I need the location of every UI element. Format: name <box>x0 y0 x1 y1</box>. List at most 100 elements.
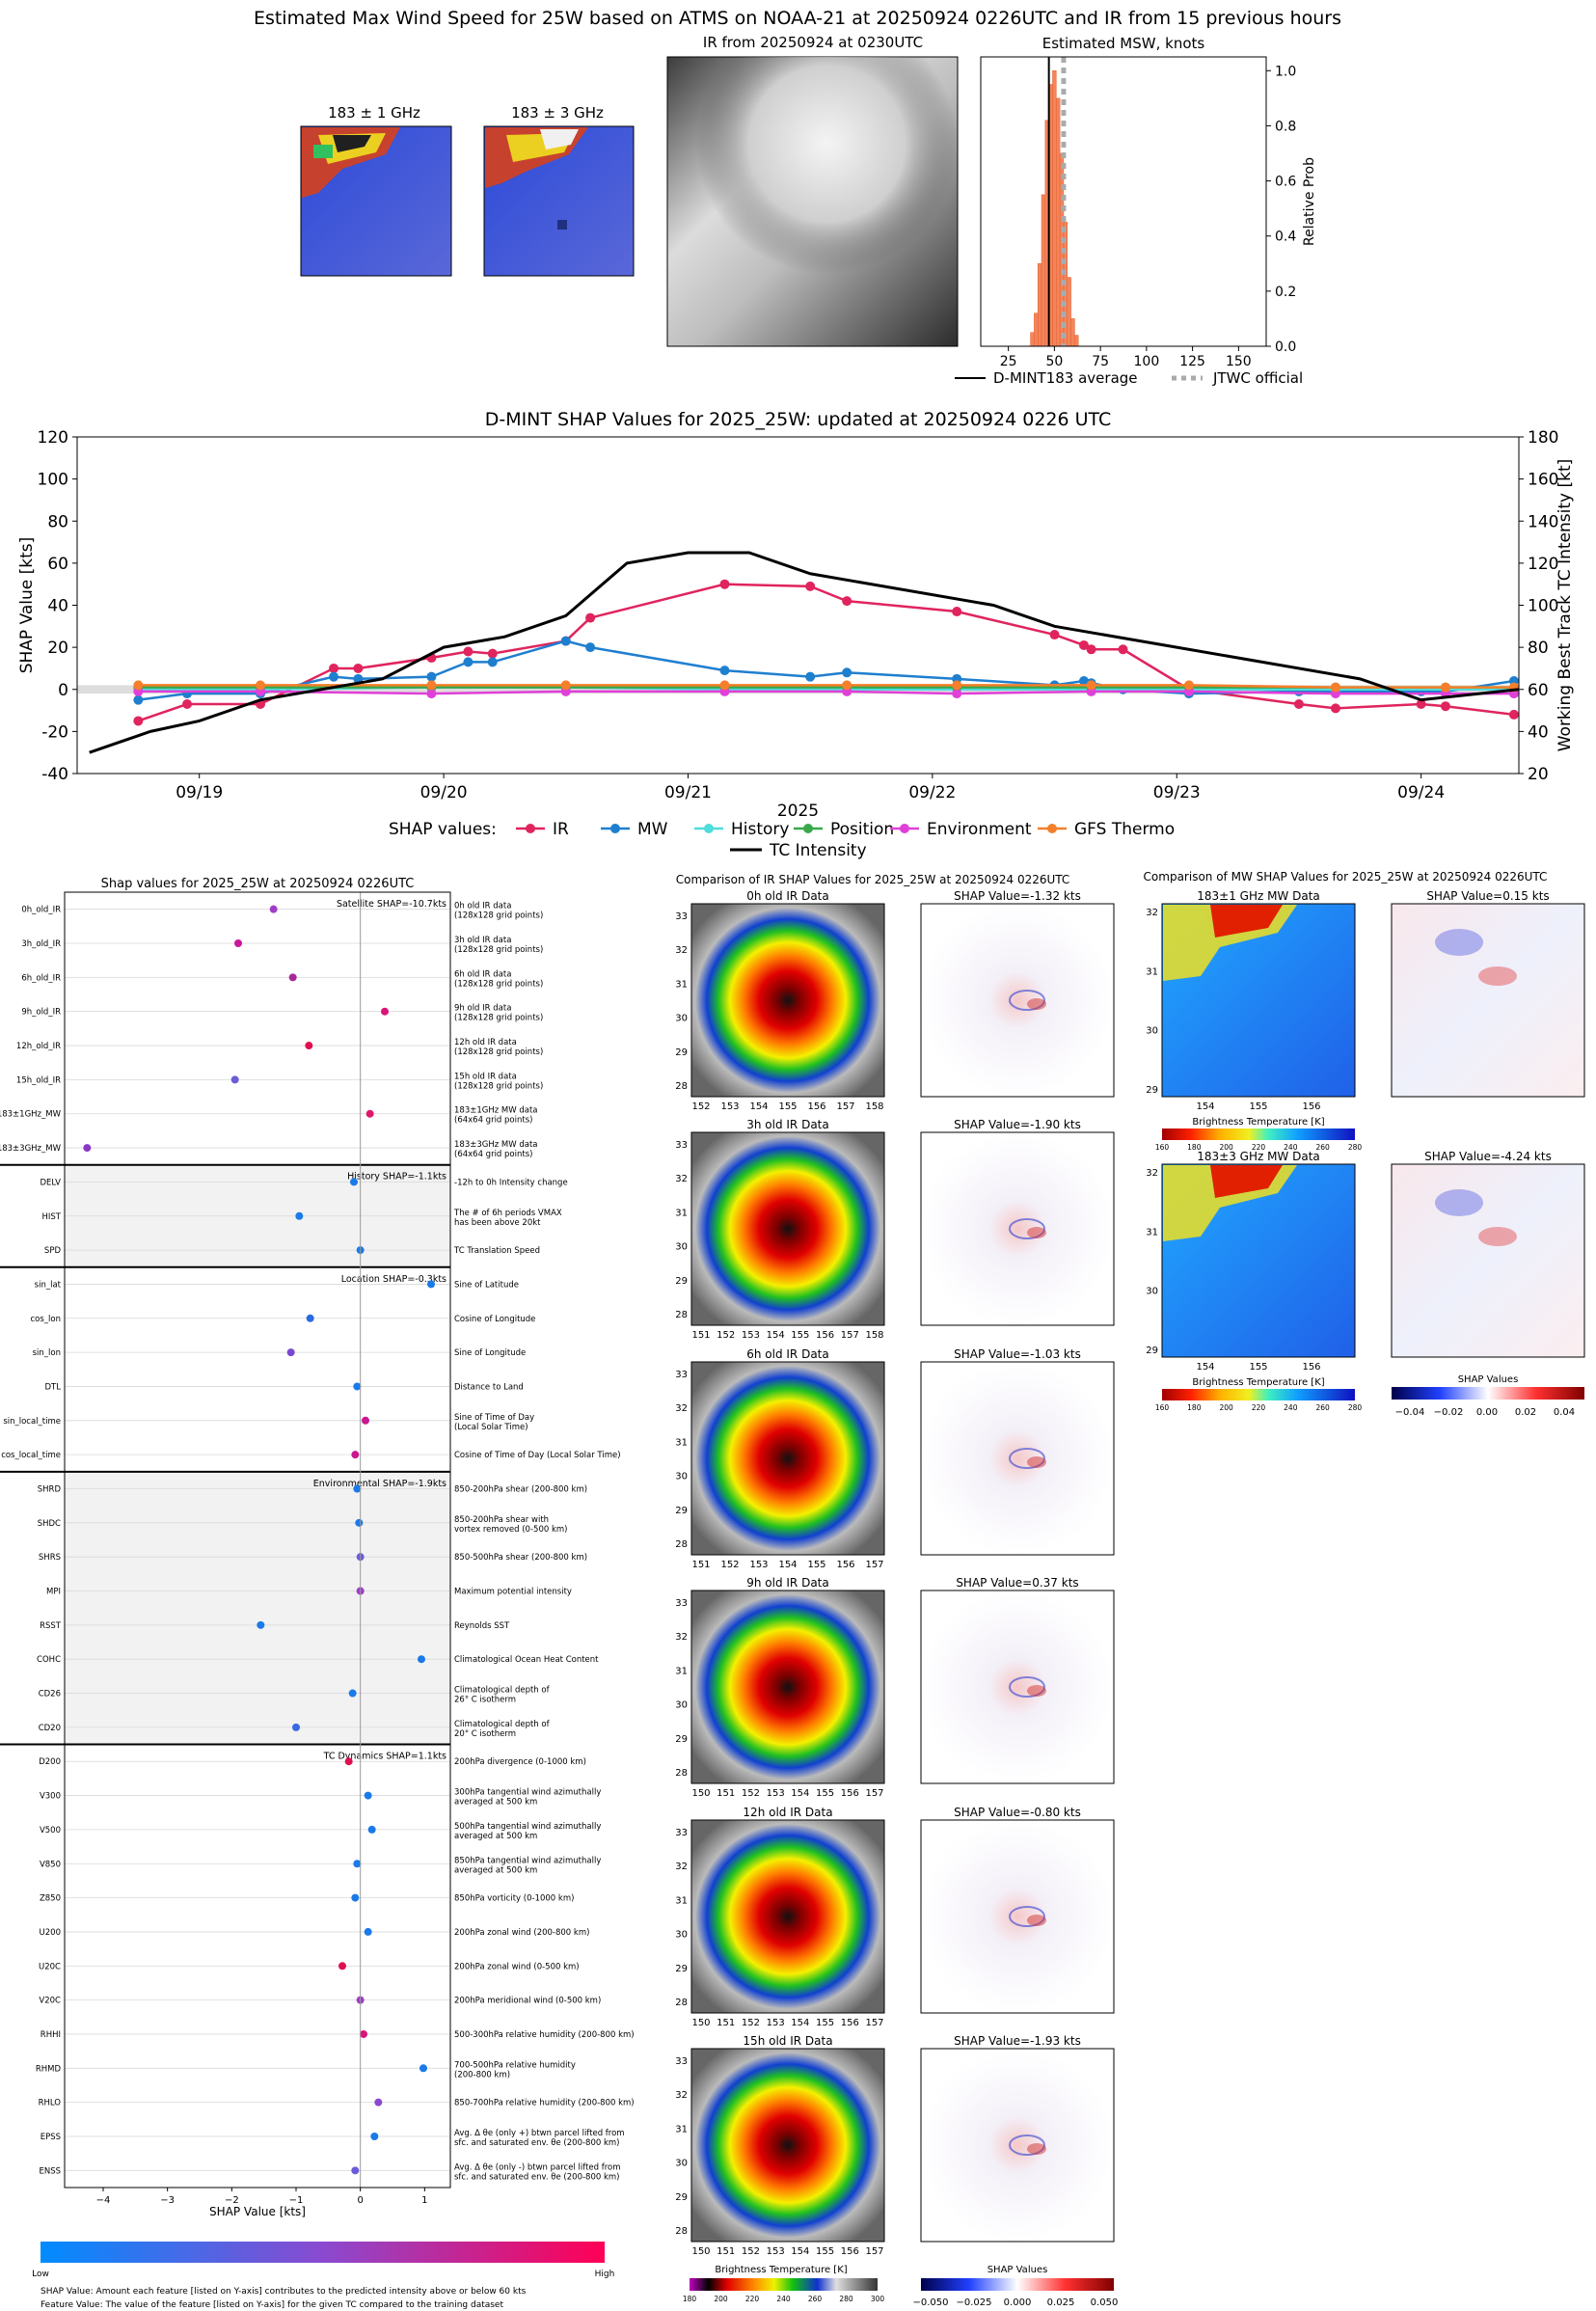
shap-panel-title: Shap values for 2025_25W at 20250924 022… <box>101 877 415 891</box>
feature-desc: 200hPa zonal wind (200-800 km) <box>454 1928 589 1938</box>
ir-xtick-label: 153 <box>742 1330 760 1341</box>
feature-desc: sfc. and saturated env. θe (200-800 km) <box>454 2172 620 2182</box>
feature-desc: Cosine of Longitude <box>454 1315 535 1324</box>
feature-shap-dot <box>351 2166 360 2175</box>
feature-name: 9h_old_IR <box>21 1008 61 1018</box>
feature-name: DTL <box>45 1382 62 1392</box>
ir-data-title: 15h old IR Data <box>743 2034 832 2048</box>
feature-desc: 6h old IR data <box>454 969 511 979</box>
feature-desc: Sine of Time of Day <box>454 1413 534 1423</box>
series-point-mw <box>585 642 596 653</box>
feature-desc: 15h old IR data <box>454 1072 517 1081</box>
ir-ytick-label: 30 <box>675 1014 688 1024</box>
histogram-bar <box>1030 332 1035 347</box>
series-point-mw <box>805 671 816 682</box>
mw-bt-tick: 180 <box>1187 1143 1202 1152</box>
ir-ytick-label: 32 <box>675 1403 688 1414</box>
ir-ytick-label: 29 <box>675 1734 688 1745</box>
ir-shap-feature <box>1027 998 1046 1010</box>
feature-name: cos_local_time <box>1 1451 61 1460</box>
mw-data-title: 183±1 GHz MW Data <box>1197 889 1320 903</box>
series-point-ir <box>1416 699 1426 710</box>
shap-xtick-label: 1 <box>421 2195 427 2206</box>
feature-desc: 183±3GHz MW data <box>454 1140 537 1150</box>
feature-desc: Distance to Land <box>454 1382 524 1392</box>
ir-bt-tick: 260 <box>808 2295 823 2303</box>
left-ytick-label: -20 <box>41 722 68 742</box>
legend-marker <box>526 824 535 833</box>
feature-name: 0h_old_IR <box>21 906 61 915</box>
ir-xtick-label: 157 <box>865 2246 883 2257</box>
date-xtick-label: 09/23 <box>1153 783 1201 802</box>
histogram-frame <box>980 56 1267 347</box>
feature-desc: Avg. Δ θe (only +) btwn parcel lifted fr… <box>454 2129 625 2138</box>
feature-desc: 3h old IR data <box>454 936 511 945</box>
ir-shap-image <box>920 1819 1115 2014</box>
histogram-bar <box>1041 194 1046 347</box>
feature-desc: Avg. Δ θe (only -) btwn parcel lifted fr… <box>454 2162 621 2172</box>
ir-data-image <box>690 1361 885 1556</box>
date-xtick-label: 09/19 <box>176 783 223 802</box>
feature-desc: 850-200hPa shear with <box>454 1515 549 1525</box>
right-ytick-label: 140 <box>1528 512 1558 531</box>
shap-xtick-label: −3 <box>160 2195 175 2206</box>
feature-desc: has been above 20kt <box>454 1218 541 1228</box>
ir-shap-tick: 0.025 <box>1047 2297 1075 2308</box>
feature-name: RHMD <box>36 2064 62 2074</box>
mw-bt-tick: 280 <box>1348 1143 1363 1152</box>
ir-ytick-label: 30 <box>675 1930 688 1941</box>
histogram-xtick-label: 25 <box>1000 354 1017 369</box>
feature-desc: Reynolds SST <box>454 1621 510 1631</box>
feature-desc: vortex removed (0-500 km) <box>454 1525 567 1535</box>
feature-name: V20C <box>39 1997 61 2006</box>
ir-xtick-label: 156 <box>841 2246 859 2257</box>
ir-ytick-label: 33 <box>675 1598 688 1609</box>
ir-ytick-label: 28 <box>675 1998 688 2008</box>
mw-ytick-label: 30 <box>1146 1287 1158 1297</box>
left-ytick-label: 80 <box>47 512 68 531</box>
series-point-ir <box>1440 701 1450 712</box>
histogram-ylabel: Relative Prob <box>1302 157 1317 246</box>
histogram-bar <box>1074 335 1079 347</box>
ir-thumbnail <box>666 56 959 347</box>
feature-desc: Climatological depth of <box>454 1686 551 1696</box>
ir-xtick-label: 157 <box>841 1330 859 1341</box>
legend-label: Environment <box>927 820 1032 839</box>
mw-ytick-label: 31 <box>1146 1227 1158 1237</box>
feature-desc: 26° C isotherm <box>454 1696 516 1705</box>
histogram-bar <box>1070 318 1075 347</box>
mw-bt-tick: 240 <box>1284 1143 1298 1152</box>
mw-shap-colorbar-label: SHAP Values <box>1458 1374 1519 1385</box>
feature-name: sin_lon <box>33 1348 61 1358</box>
left-ytick-label: 20 <box>47 639 68 658</box>
feature-name: RHHI <box>41 2030 61 2040</box>
feature-desc: (128x128 grid points) <box>454 1014 543 1023</box>
feature-desc: Sine of Longitude <box>454 1348 526 1358</box>
feature-name: COHC <box>37 1655 61 1665</box>
ir-shap-tick: −0.025 <box>956 2297 991 2308</box>
series-point-ir <box>487 648 498 659</box>
feature-desc: averaged at 500 km <box>454 1865 537 1875</box>
mw-shap-title: SHAP Value=0.15 kts <box>1426 889 1549 903</box>
left-ytick-label: 0 <box>58 681 68 700</box>
feature-shap-dot <box>288 973 297 982</box>
feature-desc: -12h to 0h Intensity change <box>454 1178 568 1187</box>
ir-data-title: 9h old IR Data <box>746 1576 829 1590</box>
feature-name: V500 <box>40 1826 61 1835</box>
ir-ytick-label: 32 <box>675 1862 688 1872</box>
group-label: TC Dynamics SHAP=1.1kts <box>323 1752 446 1762</box>
ir-ytick-label: 30 <box>675 2159 688 2169</box>
ir-data-image <box>690 903 885 1098</box>
ir-ytick-label: 31 <box>675 2124 688 2134</box>
group-shade <box>65 1471 450 1745</box>
shap-panel-frame <box>64 891 451 2189</box>
feature-shap-dot <box>348 1689 357 1698</box>
series-point-gfs-thermo <box>256 680 266 691</box>
series-point-ir <box>1118 644 1128 655</box>
feature-shap-dot <box>353 1860 362 1868</box>
timeseries-xlabel: 2025 <box>777 802 819 821</box>
series-line-ir <box>137 583 1515 722</box>
legend-tc-label: TC Intensity <box>769 841 867 860</box>
ir-xtick-label: 151 <box>717 1788 735 1799</box>
legend-label: History <box>731 820 789 839</box>
